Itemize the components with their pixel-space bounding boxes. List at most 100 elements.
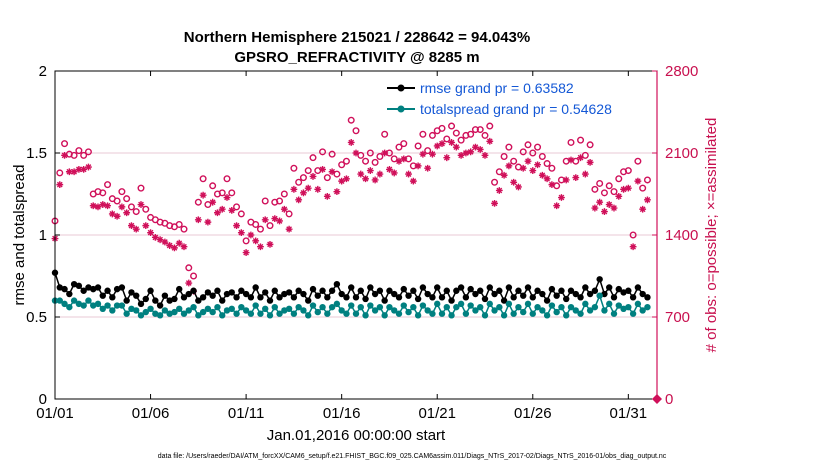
series-point-rmse (477, 287, 484, 294)
obs-possible-point (194, 198, 202, 206)
series-point-rmse (481, 295, 489, 303)
obs-assimilated-point (285, 225, 293, 233)
obs-assimilated-point (85, 163, 92, 171)
y-tick-label-left: 1 (39, 227, 47, 244)
obs-assimilated-point (371, 176, 379, 184)
series-point-totalspread (252, 302, 259, 309)
series-point-totalspread (348, 302, 355, 309)
series-point-rmse (219, 297, 226, 304)
series-point-totalspread (524, 300, 532, 308)
obs-possible-point (538, 153, 546, 161)
obs-assimilated-point (171, 244, 178, 252)
series-point-totalspread (99, 305, 106, 312)
series-point-totalspread (629, 310, 637, 317)
obs-possible-point (629, 231, 637, 239)
obs-assimilated-point (276, 217, 283, 225)
obs-possible-point (242, 237, 250, 245)
series-point-rmse (381, 297, 388, 304)
series-point-totalspread (634, 300, 642, 308)
obs-possible-point (56, 169, 64, 177)
series-point-rmse (534, 287, 541, 294)
obs-assimilated-point (214, 209, 221, 217)
obs-possible-point (261, 197, 269, 205)
obs-possible-point (639, 184, 647, 192)
legend-rmse-label: rmse grand pr = 0.63582 (420, 80, 574, 96)
obs-assimilated-point (601, 208, 608, 215)
series-point-rmse (362, 295, 369, 303)
series-point-rmse (233, 294, 240, 301)
series-point-rmse (266, 297, 274, 304)
obs-possible-point (280, 190, 288, 198)
series-point-totalspread (300, 307, 307, 314)
obs-possible-point (256, 225, 264, 233)
obs-assimilated-point (261, 216, 269, 224)
obs-assimilated-point (400, 155, 408, 163)
obs-assimilated-point (438, 140, 446, 148)
series-point-rmse (457, 284, 465, 291)
obs-assimilated-point (577, 154, 584, 162)
obs-possible-point (467, 130, 475, 138)
series-point-rmse (190, 287, 197, 294)
series-point-rmse (309, 285, 317, 293)
series-point-totalspread (362, 312, 369, 319)
series-point-totalspread (85, 297, 92, 304)
series-point-rmse (123, 297, 130, 304)
series-point-rmse (328, 287, 336, 294)
obs-assimilated-point (194, 216, 202, 224)
series-point-rmse (453, 287, 460, 294)
series-point-rmse (567, 287, 575, 294)
series-point-rmse (462, 294, 470, 301)
series-point-rmse (376, 287, 384, 294)
series-point-totalspread (591, 303, 599, 311)
series-point-totalspread (443, 303, 450, 311)
series-point-rmse (419, 284, 427, 291)
obs-possible-point (438, 124, 446, 132)
series-point-rmse (510, 294, 517, 301)
series-point-totalspread (419, 302, 427, 309)
series-point-rmse (305, 297, 312, 304)
series-point-totalspread (644, 303, 651, 311)
series-point-totalspread (233, 310, 240, 317)
series-point-rmse (410, 287, 417, 294)
obs-possible-point (299, 174, 307, 182)
obs-assimilated-point (424, 164, 432, 172)
series-point-totalspread (94, 300, 102, 308)
series-point-rmse (75, 282, 83, 290)
series-point-totalspread (271, 303, 278, 311)
obs-assimilated-point (429, 150, 436, 158)
series-point-totalspread (548, 302, 556, 309)
series-point-totalspread (242, 307, 250, 314)
y-axis-label-right: # of obs: o=possible; ×=assimilated (703, 118, 720, 353)
series-point-rmse (66, 290, 73, 298)
obs-possible-point (491, 178, 499, 186)
series-point-rmse (147, 287, 154, 294)
series-point-totalspread (543, 312, 551, 319)
series-point-totalspread (520, 308, 527, 316)
y-axis-label-left: rmse and totalspread (11, 165, 28, 306)
series-point-rmse (262, 289, 269, 296)
obs-assimilated-point (314, 185, 322, 193)
obs-possible-point (596, 179, 604, 187)
obs-possible-point (304, 167, 312, 175)
series-point-rmse (152, 297, 159, 304)
series-point-totalspread (238, 303, 245, 311)
series-point-totalspread (214, 303, 221, 311)
obs-assimilated-point (123, 209, 131, 217)
obs-assimilated-point (624, 184, 632, 192)
obs-possible-point (190, 272, 198, 280)
series-point-totalspread (66, 303, 73, 311)
obs-assimilated-point (70, 168, 78, 176)
obs-possible-point (457, 136, 465, 144)
series-point-rmse (209, 292, 216, 299)
obs-possible-point (448, 122, 456, 130)
obs-possible-point (185, 264, 193, 272)
obs-assimilated-point (247, 231, 255, 239)
series-point-totalspread (505, 300, 513, 308)
series-point-totalspread (515, 303, 522, 311)
series-point-rmse (352, 294, 360, 301)
obs-assimilated-point (644, 196, 651, 204)
obs-assimilated-point (553, 202, 561, 210)
series-point-totalspread (438, 310, 446, 317)
series-point-totalspread (324, 310, 331, 317)
